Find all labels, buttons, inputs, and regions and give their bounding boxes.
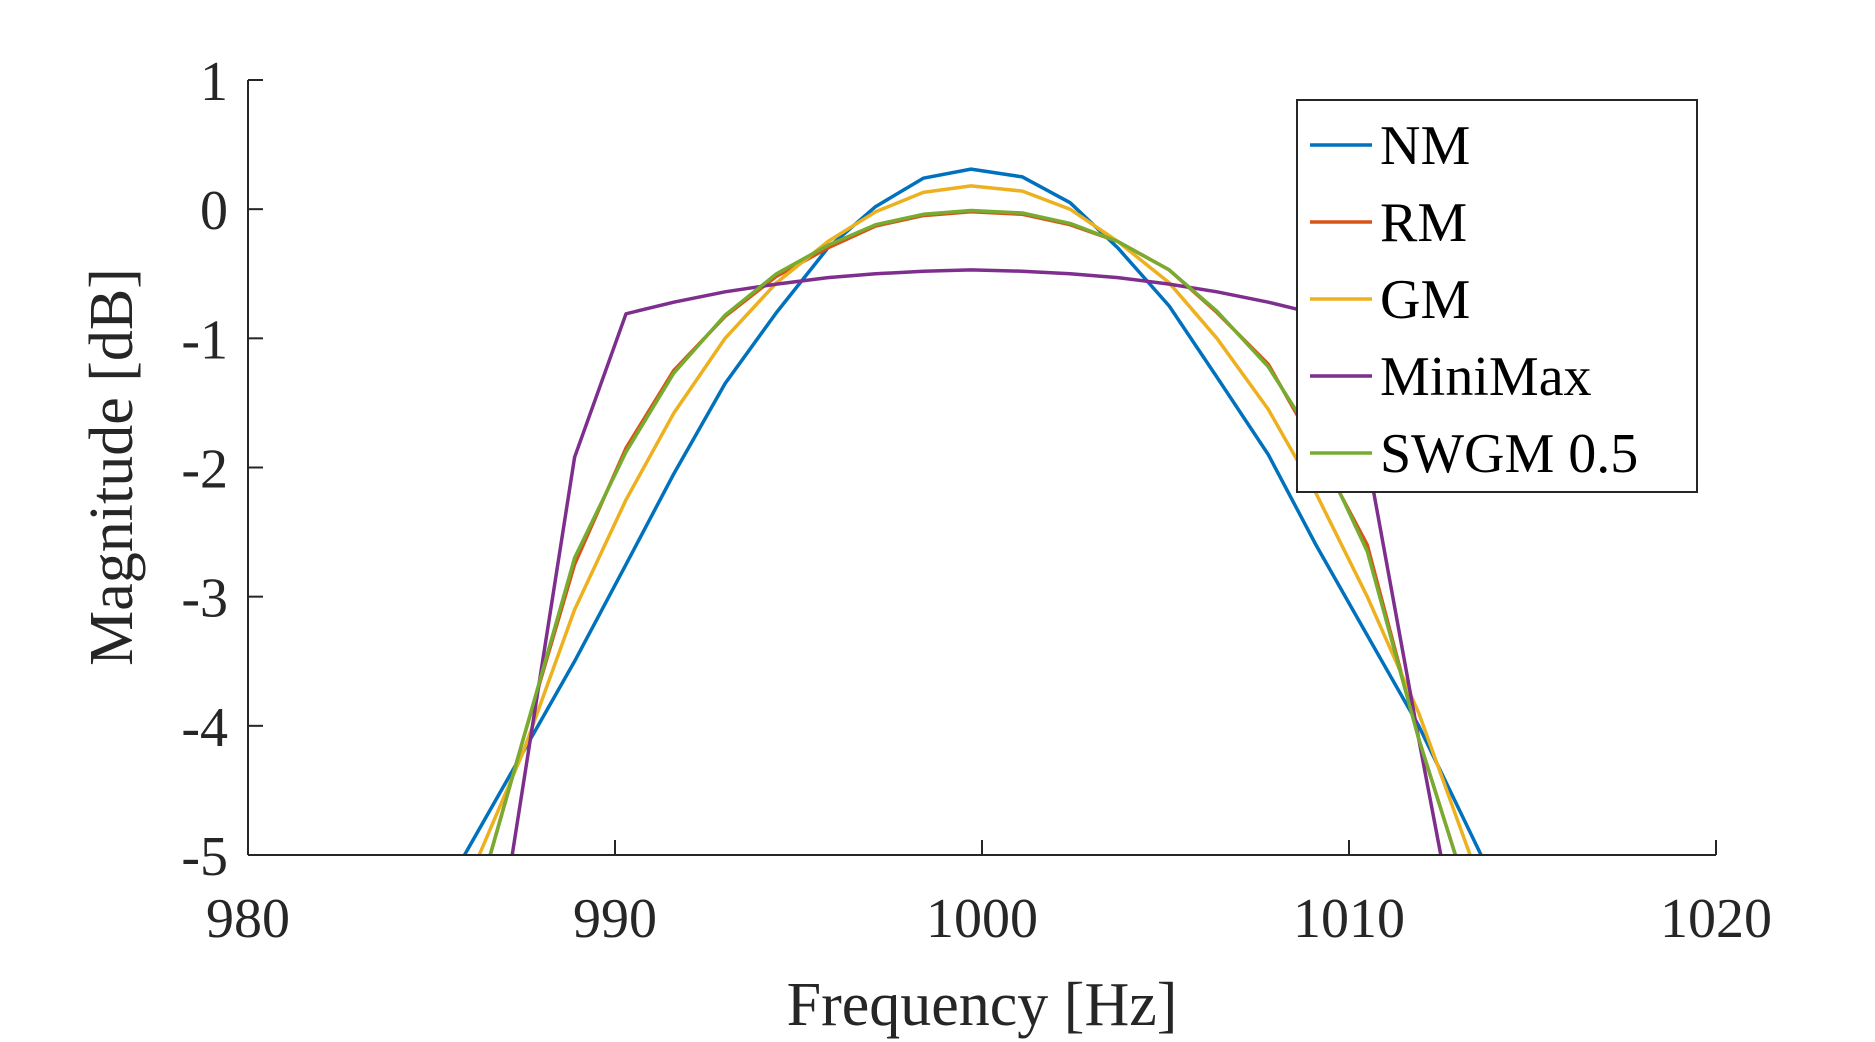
y-tick-label: -1 <box>181 309 228 371</box>
x-tick-label: 1020 <box>1660 888 1772 950</box>
legend-label-gm: GM <box>1380 269 1470 331</box>
legend-box <box>1296 99 1698 493</box>
y-tick-label: -5 <box>181 826 228 888</box>
y-axis-label: Magnitude [dB] <box>78 268 146 666</box>
x-tick-label: 1010 <box>1293 888 1405 950</box>
x-tick-label: 980 <box>206 888 290 950</box>
x-axis-label: Frequency [Hz] <box>787 971 1178 1039</box>
legend-label-minimax: MiniMax <box>1380 346 1592 408</box>
legend-label-nm: NM <box>1380 115 1470 177</box>
series-line-nm <box>462 167 1483 856</box>
ticks-layer: 980 990 1000 1010 1020 1 0 -1 -2 -3 -4 -5 <box>181 51 1772 950</box>
legend-label-swgm-0-5: SWGM 0.5 <box>1380 423 1638 485</box>
legend: NM RM GM MiniMax SWGM 0.5 <box>1296 99 1698 493</box>
x-tick-label: 990 <box>573 888 657 950</box>
y-tick-label: -2 <box>181 439 228 501</box>
y-tick-label: -4 <box>181 697 228 759</box>
y-tick-label: -3 <box>181 568 228 630</box>
x-tick-label: 1000 <box>926 888 1038 950</box>
legend-label-rm: RM <box>1380 192 1467 254</box>
y-tick-label: 1 <box>200 51 228 113</box>
y-tick-label: 0 <box>200 180 228 242</box>
